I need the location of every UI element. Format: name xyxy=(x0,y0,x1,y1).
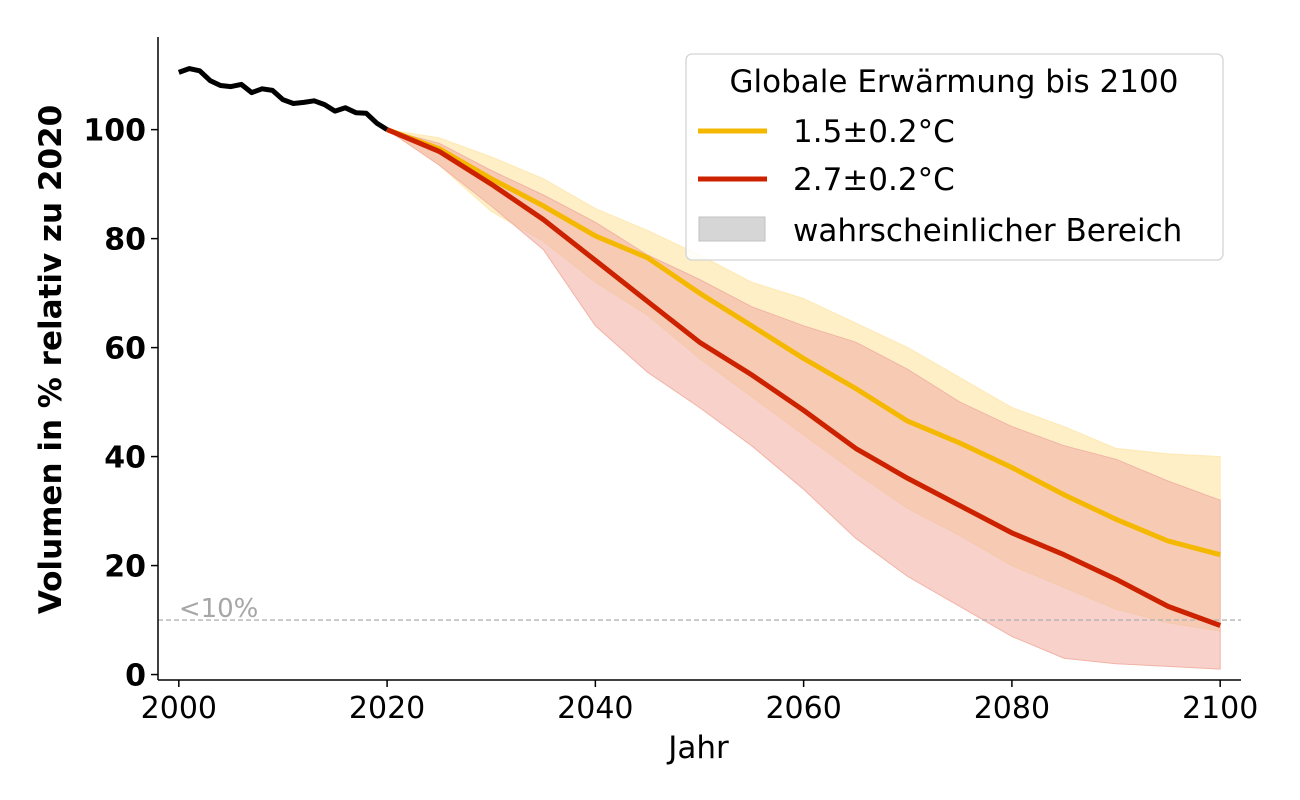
x-tick-label: 2100 xyxy=(1182,691,1258,726)
x-tick-label: 2020 xyxy=(349,691,425,726)
y-tick-label: 100 xyxy=(83,114,146,149)
y-ticks: 0 20 40 60 80 100 xyxy=(83,114,158,694)
x-tick-label: 2080 xyxy=(974,691,1050,726)
reference-line-group: <10% xyxy=(158,594,1241,624)
legend-entry-label: 1.5±0.2°C xyxy=(793,114,955,150)
y-tick-label: 0 xyxy=(125,659,146,694)
x-tick-label: 2060 xyxy=(765,691,841,726)
y-tick-label: 60 xyxy=(104,332,146,367)
series-line-low-warming xyxy=(386,127,1221,558)
legend-entries: 1.5±0.2°C 2.7±0.2°C wahrscheinlicher Berei… xyxy=(698,114,1182,249)
y-tick-label: 20 xyxy=(104,550,146,585)
x-tick-label: 2040 xyxy=(557,691,633,726)
legend-title: Globale Erwärmung bis 2100 xyxy=(730,64,1179,100)
legend-swatch-band xyxy=(698,216,766,242)
historical-line xyxy=(177,66,389,132)
x-ticks: 2000 2020 2040 2060 2080 2100 xyxy=(141,680,1258,726)
x-tick-label: 2000 xyxy=(141,691,217,726)
legend-entry-label: 2.7±0.2°C xyxy=(793,162,955,198)
reference-line-label: <10% xyxy=(179,594,259,624)
legend: Globale Erwärmung bis 2100 1.5±0.2°C 2.7±… xyxy=(685,53,1224,261)
y-tick-label: 80 xyxy=(104,223,146,258)
legend-entry-label: wahrscheinlicher Bereich xyxy=(793,213,1182,249)
y-tick-label: 40 xyxy=(104,441,146,476)
series-line-high-warming xyxy=(386,127,1222,628)
series-lines xyxy=(177,66,1222,628)
x-axis-label: Jahr xyxy=(666,730,729,766)
y-axis-label: Volumen in % relativ zu 2020 xyxy=(33,105,69,614)
legend-box xyxy=(685,53,1224,261)
